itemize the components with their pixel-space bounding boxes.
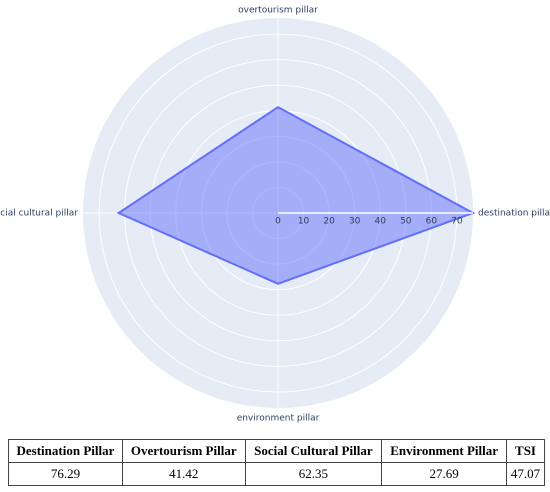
value-cell: 27.69 (381, 462, 508, 486)
radial-tick-label: 50 (400, 217, 412, 227)
value-cell: 41.42 (121, 462, 246, 486)
radial-tick-label: 60 (426, 217, 438, 227)
header-row: Destination Pillar Overtourism Pillar Soci… (8, 439, 545, 463)
chart: 0 10 20 30 40 50 60 70 destination pillar overtou… (0, 6, 550, 424)
value-cell: 76.29 (8, 462, 123, 486)
value-cell: 47.07 (506, 462, 545, 486)
radial-tick-label: 20 (323, 217, 335, 227)
value-row: 76.29 41.42 62.35 27.69 47.07 (8, 462, 545, 486)
angular-label: environment pillar (237, 414, 320, 424)
radial-tick-label: 10 (298, 217, 310, 227)
header-cell: TSI (506, 439, 545, 463)
radial-tick-label: 40 (375, 217, 387, 227)
radial-tick-label: 30 (349, 217, 361, 227)
header-cell: Social Cultural Pillar (244, 439, 383, 463)
header-cell: Environment Pillar (381, 439, 508, 463)
radial-tick-label: 0 (275, 217, 281, 227)
radial-tick-label: 70 (451, 217, 463, 227)
header-cell: Overtourism Pillar (121, 439, 246, 463)
angular-label: destination pillar (478, 209, 550, 219)
angular-label: social cultural pillar (0, 209, 78, 219)
radar-area (116, 105, 476, 285)
header-cell: Destination Pillar (8, 439, 123, 463)
summary-table: Destination Pillar Overtourism Pillar Soci… (8, 439, 545, 486)
value-cell: 62.35 (244, 462, 383, 486)
angular-label: overtourism pillar (238, 6, 318, 16)
